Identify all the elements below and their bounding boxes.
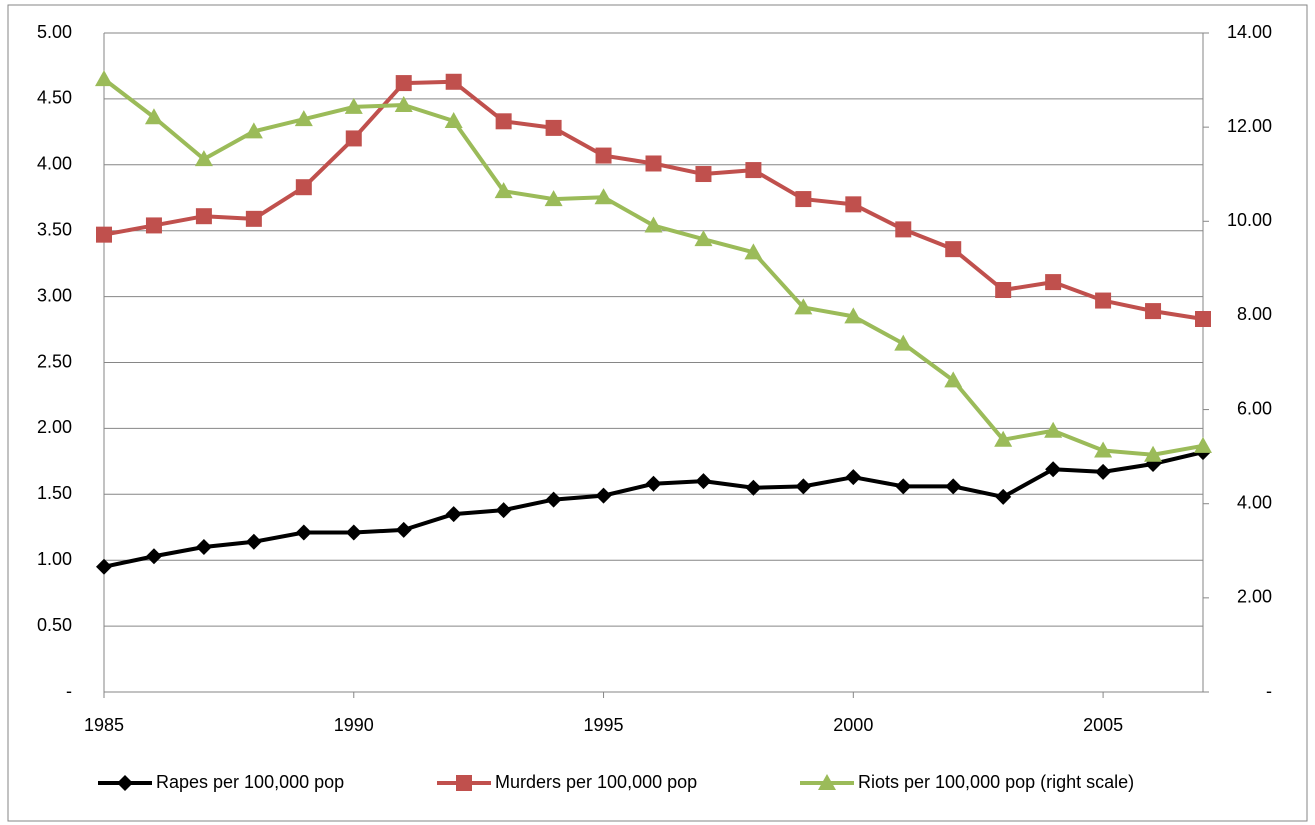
square-marker <box>1095 292 1112 309</box>
triangle-marker <box>294 110 313 127</box>
diamond-marker <box>595 487 612 504</box>
triangle-marker <box>194 150 213 167</box>
y-tick-label: 3.00 <box>37 285 72 305</box>
diamond-marker <box>495 502 512 519</box>
diamond-marker <box>795 478 812 495</box>
square-marker <box>195 208 212 225</box>
diamond-marker <box>1045 461 1062 478</box>
diamond-marker <box>945 478 962 495</box>
square-marker <box>945 241 962 258</box>
square-marker <box>695 166 712 183</box>
x-tick-label: 2005 <box>1083 715 1123 735</box>
square-marker <box>395 75 412 92</box>
legend-label: Riots per 100,000 pop (right scale) <box>858 772 1134 792</box>
square-marker <box>445 73 462 90</box>
diamond-marker <box>117 775 133 791</box>
y-tick-label: 0.50 <box>37 615 72 635</box>
square-marker <box>96 226 112 243</box>
y2-tick-label: 8.00 <box>1237 304 1272 324</box>
x-tick-label: 1995 <box>584 715 624 735</box>
y-tick-label: - <box>66 681 72 701</box>
y2-tick-label: 6.00 <box>1237 398 1272 418</box>
diamond-marker <box>645 475 662 492</box>
diamond-marker <box>145 548 162 565</box>
triangle-marker <box>95 70 113 87</box>
square-marker <box>545 119 562 136</box>
y-tick-label: 2.00 <box>37 417 72 437</box>
square-marker <box>145 217 162 234</box>
diamond-marker <box>695 473 712 490</box>
triangle-marker <box>844 307 863 324</box>
y-tick-label: 3.50 <box>37 219 72 239</box>
square-marker <box>245 210 262 227</box>
square-marker <box>295 179 312 196</box>
triangle-marker <box>244 122 263 139</box>
y-tick-label: 4.00 <box>37 154 72 174</box>
diamond-marker <box>545 491 562 508</box>
triangle-marker <box>644 216 663 233</box>
triangle-marker <box>144 108 163 125</box>
diamond-marker <box>295 524 312 541</box>
diamond-marker <box>745 479 762 496</box>
diamond-marker <box>195 539 212 556</box>
square-marker <box>1145 303 1162 320</box>
square-marker <box>345 130 362 147</box>
square-marker <box>1045 274 1062 291</box>
square-marker <box>495 113 512 130</box>
triangle-marker <box>994 430 1013 447</box>
triangle-marker <box>544 190 563 207</box>
diamond-marker <box>345 524 362 541</box>
diamond-marker <box>995 488 1012 505</box>
legend-label: Murders per 100,000 pop <box>495 772 697 792</box>
square-marker <box>895 221 912 238</box>
triangle-marker <box>444 112 463 129</box>
y-tick-label: 4.50 <box>37 88 72 108</box>
y2-tick-label: 4.00 <box>1237 492 1272 512</box>
square-marker <box>1195 311 1211 328</box>
square-marker <box>845 196 862 213</box>
triangle-marker <box>794 298 813 315</box>
y2-tick-label: 10.00 <box>1227 210 1272 230</box>
triangle-marker <box>694 230 713 247</box>
triangle-marker <box>1044 421 1063 438</box>
y2-tick-label: 12.00 <box>1227 116 1272 136</box>
diamond-marker <box>96 558 112 575</box>
square-marker <box>595 147 612 164</box>
y-tick-label: 1.00 <box>37 549 72 569</box>
square-marker <box>745 162 762 179</box>
triangle-marker <box>344 97 363 114</box>
chart-frame <box>7 4 1308 822</box>
square-marker <box>795 191 812 208</box>
triangle-marker <box>744 243 763 260</box>
square-marker <box>456 775 472 791</box>
y-tick-label: 5.00 <box>37 22 72 42</box>
triangle-marker <box>1144 445 1163 462</box>
y2-tick-label: 14.00 <box>1227 22 1272 42</box>
triangle-marker <box>944 371 963 388</box>
square-marker <box>995 282 1012 299</box>
x-tick-label: 2000 <box>833 715 873 735</box>
diamond-marker <box>1095 463 1112 480</box>
x-tick-label: 1985 <box>84 715 124 735</box>
y2-tick-label: - <box>1266 681 1272 701</box>
square-marker <box>645 155 662 172</box>
diamond-marker <box>395 521 412 538</box>
diamond-marker <box>895 478 912 495</box>
y2-tick-label: 2.00 <box>1237 587 1272 607</box>
triangle-marker <box>818 774 836 790</box>
x-tick-label: 1990 <box>334 715 374 735</box>
triangle-marker <box>394 96 413 113</box>
diamond-marker <box>245 533 262 550</box>
triangle-marker <box>1194 436 1212 453</box>
triangle-marker <box>494 182 513 199</box>
triangle-marker <box>1094 441 1113 458</box>
diamond-marker <box>845 469 862 486</box>
diamond-marker <box>445 506 462 523</box>
y-tick-label: 2.50 <box>37 351 72 371</box>
triangle-marker <box>894 334 913 351</box>
triangle-marker <box>594 188 613 205</box>
legend-label: Rapes per 100,000 pop <box>156 772 344 792</box>
y-tick-label: 1.50 <box>37 483 72 503</box>
